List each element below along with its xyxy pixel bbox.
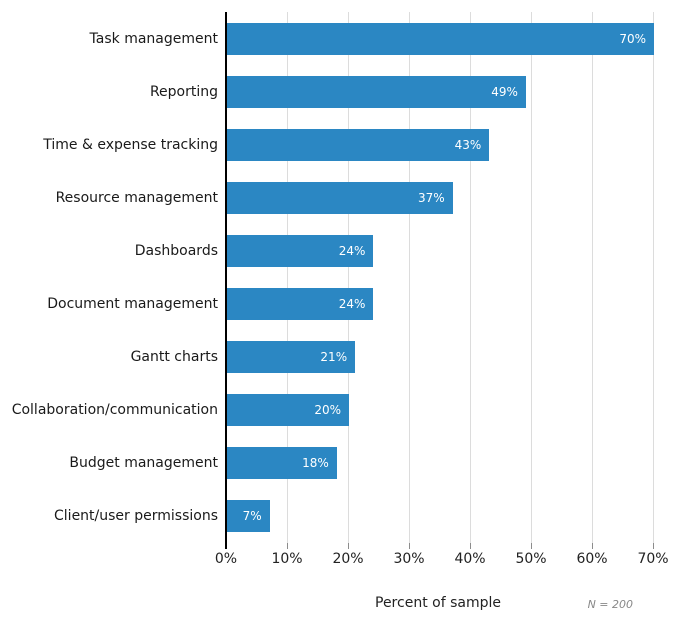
bar-value-label: 24% (338, 243, 366, 258)
x-tick-mark (592, 543, 593, 549)
gridline (409, 12, 410, 543)
bar-row: Budget management 18% (0, 437, 675, 490)
category-label: Resource management (55, 189, 218, 206)
category-label: Reporting (149, 83, 218, 100)
bar-row: Document management 24% (0, 277, 675, 330)
x-tick-label: 30% (393, 551, 425, 567)
y-axis-line (225, 12, 227, 549)
bar-row: Client/user permissions 7% (0, 490, 675, 543)
bar-row: Resource management 37% (0, 171, 675, 224)
bar-value-label: 21% (320, 350, 348, 365)
x-tick-mark (409, 543, 410, 549)
bar: 24% (227, 288, 374, 321)
bar: 7% (227, 500, 270, 533)
x-tick-label: 70% (637, 551, 669, 567)
x-axis-label: Percent of sample (375, 595, 501, 611)
bar-value-label: 20% (314, 403, 341, 418)
category-label: Time & expense tracking (43, 136, 218, 153)
bar-value-label: 70% (619, 31, 646, 46)
category-label: Budget management (69, 455, 218, 472)
bar: 24% (227, 234, 374, 267)
bar-value-label: 7% (242, 509, 262, 524)
x-tick-label: 60% (576, 551, 608, 567)
bar-row: Dashboards 24% (0, 224, 675, 277)
x-tick-label: 0% (214, 551, 238, 567)
x-tick-label: 20% (332, 551, 364, 567)
bar-row: Collaboration/communication 20% (0, 384, 675, 437)
category-label: Task management (89, 30, 218, 47)
bar: 18% (227, 447, 337, 480)
x-tick-mark (531, 543, 532, 549)
bar-row: Gantt charts 21% (0, 331, 675, 384)
bar-row: Reporting 49% (0, 65, 675, 118)
category-label: Document management (47, 296, 218, 313)
bar-value-label: 37% (418, 190, 445, 205)
bar-value-label: 43% (454, 137, 482, 152)
bar: 21% (227, 341, 356, 374)
bar: 70% (227, 22, 654, 55)
bar-value-label: 24% (338, 297, 366, 312)
x-tick-mark (470, 543, 471, 549)
bar-row: Time & expense tracking 43% (0, 118, 675, 171)
gridline (287, 12, 288, 543)
gridline (531, 12, 532, 543)
bar-value-label: 18% (302, 456, 329, 471)
x-tick-label: 40% (454, 551, 486, 567)
bar: 37% (227, 181, 453, 214)
bar: 49% (227, 75, 526, 108)
gridline (592, 12, 593, 543)
x-tick-mark (653, 543, 654, 549)
category-label: Dashboards (134, 242, 218, 259)
gridline (653, 12, 654, 543)
bar: 43% (227, 128, 490, 161)
x-tick-mark (287, 543, 288, 549)
bar: 20% (227, 394, 349, 427)
sample-size-note: N = 200 (587, 598, 633, 611)
x-tick-label: 10% (271, 551, 303, 567)
category-label: Gantt charts (130, 349, 218, 366)
x-tick-mark (348, 543, 349, 549)
bar-row: Task management 70% (0, 12, 675, 65)
x-tick-label: 50% (515, 551, 547, 567)
category-label: Client/user permissions (54, 508, 218, 525)
gridline (348, 12, 349, 543)
bar-value-label: 49% (491, 84, 518, 99)
category-label: Collaboration/communication (11, 402, 218, 419)
gridline (470, 12, 471, 543)
bar-rows: Task management 70% Reporting 49% Time & exp… (0, 12, 675, 543)
